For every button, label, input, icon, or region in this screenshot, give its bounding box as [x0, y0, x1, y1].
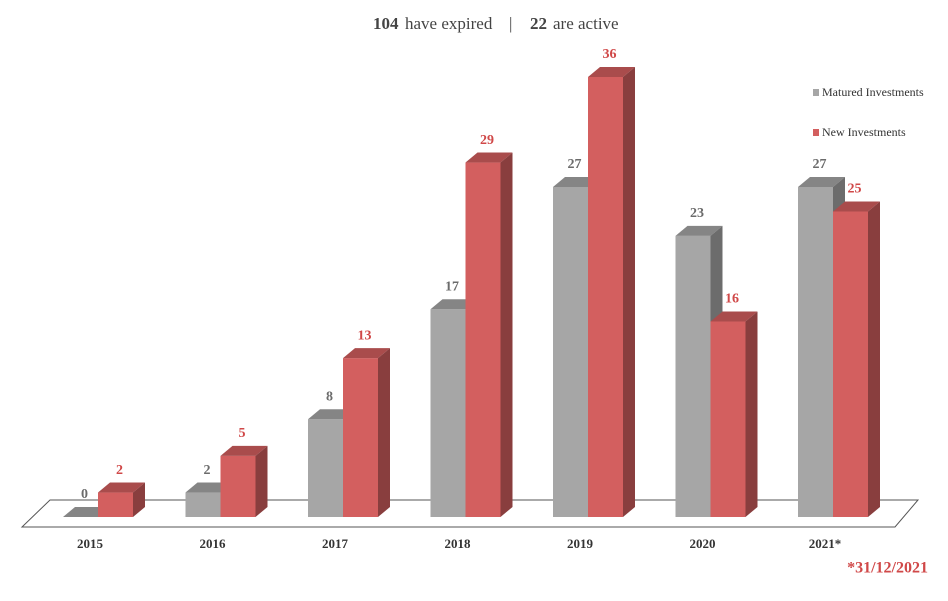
bar-top	[798, 177, 845, 187]
bar-front	[553, 187, 588, 517]
bar	[588, 67, 635, 517]
value-label: 2	[204, 463, 211, 478]
x-tick-label: 2017	[322, 536, 349, 551]
bar-top	[710, 311, 758, 322]
legend-label: New Investments	[822, 125, 906, 139]
bar	[98, 482, 145, 517]
value-label: 27	[568, 157, 582, 172]
x-tick-label: 2018	[445, 536, 472, 551]
value-label: 2	[116, 463, 123, 478]
value-label: 36	[603, 47, 617, 62]
bar-front	[675, 235, 711, 517]
bar-side	[133, 482, 145, 517]
value-label: 5	[239, 426, 246, 441]
value-label: 0	[81, 487, 88, 502]
bar-top	[675, 225, 723, 236]
bar-front	[185, 492, 221, 517]
bar	[675, 225, 723, 517]
expired-label: have expired	[405, 14, 493, 33]
footnote: *31/12/2021	[847, 560, 928, 577]
bar-front	[308, 419, 343, 517]
x-tick-label: 2020	[690, 536, 716, 551]
bar	[343, 348, 390, 517]
value-label: 13	[358, 328, 372, 343]
bar-front	[710, 321, 746, 517]
summary: 104 have expired | 22 are active	[373, 14, 619, 33]
x-tick-label: 2016	[200, 536, 227, 551]
value-label: 27	[813, 157, 827, 172]
value-label: 17	[445, 279, 459, 294]
bar-front	[833, 211, 868, 517]
bar	[465, 152, 513, 518]
bar-side	[378, 348, 390, 517]
x-tick-label: 2015	[77, 536, 104, 551]
legend-swatch	[813, 129, 819, 136]
bar-top	[220, 445, 268, 456]
bar-side	[623, 67, 635, 517]
x-tick-label: 2021*	[809, 536, 842, 551]
bar-front	[588, 77, 623, 517]
bar	[833, 201, 880, 517]
bar-front	[220, 455, 256, 517]
bar-side	[500, 152, 513, 518]
bar-top	[588, 67, 635, 77]
expired-count: 104	[373, 14, 399, 33]
bar-side	[745, 311, 758, 517]
value-label: 8	[326, 389, 333, 404]
bar-top	[833, 201, 880, 212]
legend-swatch	[813, 89, 819, 96]
bar-top	[343, 348, 390, 359]
bar-top	[465, 152, 513, 163]
value-label: 23	[690, 206, 704, 221]
bar-front	[798, 187, 833, 517]
bar-front	[343, 358, 378, 517]
bar-side	[255, 445, 268, 517]
value-label: 16	[725, 292, 739, 307]
bar	[220, 445, 268, 517]
x-tick-label: 2019	[567, 536, 594, 551]
bar-front	[98, 492, 133, 517]
value-label: 29	[480, 133, 494, 148]
active-label: are active	[553, 14, 619, 33]
bar	[710, 311, 758, 517]
bar-front	[465, 162, 501, 518]
value-label: 25	[848, 182, 862, 197]
legend-label: Matured Investments	[822, 85, 924, 99]
bar-top	[98, 482, 145, 493]
bar-front	[430, 309, 466, 517]
separator: |	[509, 14, 512, 33]
active-count: 22	[530, 14, 547, 33]
bar-side	[868, 201, 880, 517]
